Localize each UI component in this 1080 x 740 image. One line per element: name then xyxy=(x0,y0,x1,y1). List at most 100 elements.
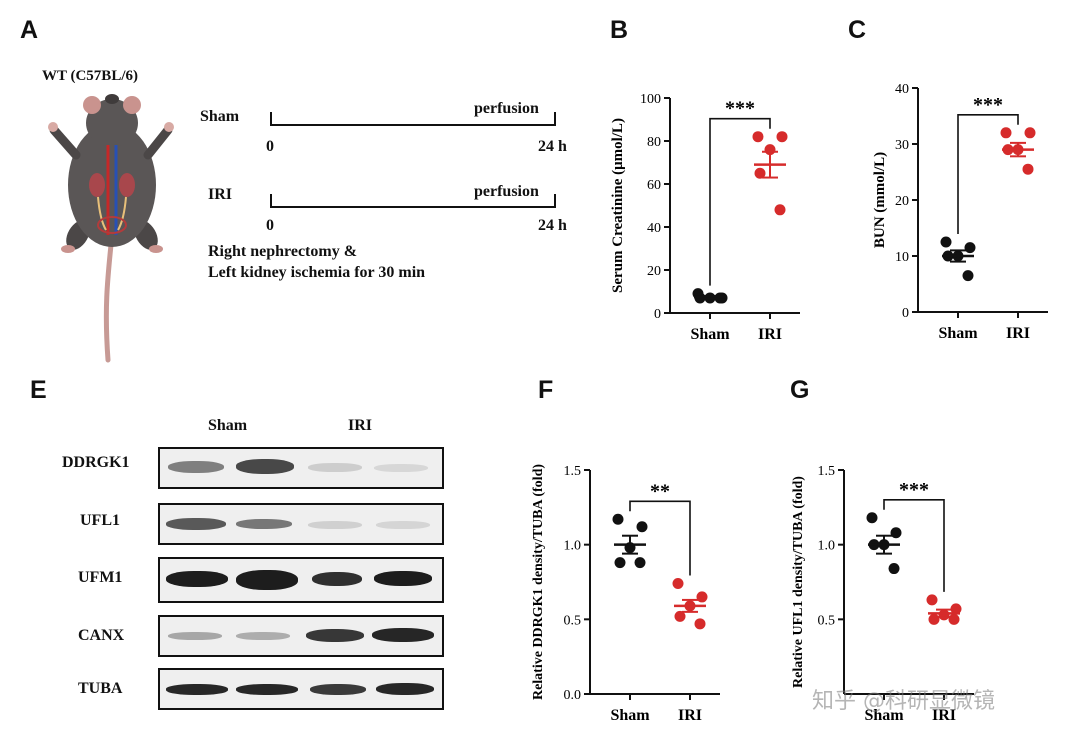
bun-chart: 0 10 20 30 40 BUN (mmol/L) Sham IRI *** xyxy=(872,82,1048,342)
y-tick-label: 1.5 xyxy=(564,464,582,479)
data-point xyxy=(754,167,766,179)
significance-bracket xyxy=(629,500,691,576)
y-tick-label: 10 xyxy=(895,250,909,265)
y-tick-label: 40 xyxy=(647,221,661,236)
significance-marker: ** xyxy=(650,480,670,502)
chart-plot-area: 0 10 20 30 40 BUN (mmol/L) Sham IRI *** xyxy=(872,82,1048,342)
iri-end-label: 24 h xyxy=(538,217,567,234)
y-tick-label: 0.5 xyxy=(818,613,836,628)
blot-ddrgk1 xyxy=(158,447,444,489)
blot-row-label: CANX xyxy=(78,627,125,644)
x-tick-label: Sham xyxy=(690,326,730,343)
y-axis-label: Relative UFL1 density/TUBA (fold) xyxy=(791,476,806,688)
data-point xyxy=(614,557,626,569)
x-tick-label: IRI xyxy=(678,707,702,724)
y-tick-label: 40 xyxy=(895,82,909,97)
sham-end-label: 24 h xyxy=(538,138,567,155)
significance-marker: *** xyxy=(725,98,755,120)
blot-row-label: DDRGK1 xyxy=(62,454,130,471)
x-tick-label: Sham xyxy=(610,707,650,724)
sham-timeline xyxy=(270,112,556,126)
chart-plot-area: 0.0 0.5 1.0 1.5 Relative DDRGK1 density/TUBA… xyxy=(531,464,720,724)
data-point xyxy=(694,618,706,630)
serum-creatinine-chart: 0 20 40 60 80 100 Serum Creatinine (μmol/L) Sha… xyxy=(610,92,800,343)
data-point xyxy=(890,527,902,539)
y-tick-label: 0 xyxy=(902,306,909,321)
y-tick-label: 100 xyxy=(640,92,661,107)
data-point xyxy=(1000,127,1012,139)
data-point xyxy=(866,512,878,524)
y-tick-label: 0.5 xyxy=(564,613,582,628)
y-tick-label: 1.0 xyxy=(564,539,582,554)
panel-label-g: G xyxy=(790,376,810,404)
panel-label-e: E xyxy=(30,376,47,404)
data-point xyxy=(926,594,938,606)
iri-perfusion-label: perfusion xyxy=(474,183,539,200)
y-axis-label: Relative DDRGK1 density/TUBA (fold) xyxy=(531,464,546,700)
y-tick-label: 20 xyxy=(895,194,909,209)
iri-timeline xyxy=(270,194,556,208)
blot-group-sham: Sham xyxy=(208,417,248,434)
blot-row-label: TUBA xyxy=(78,680,123,697)
blot-row-label: UFM1 xyxy=(78,569,123,586)
sham-timeline-label: Sham xyxy=(200,108,240,125)
x-tick-label: IRI xyxy=(758,326,782,343)
y-axis-label: Serum Creatinine (μmol/L) xyxy=(610,118,626,293)
significance-bracket xyxy=(883,498,945,592)
data-point xyxy=(928,613,940,625)
data-point xyxy=(636,521,648,533)
data-point xyxy=(674,610,686,622)
data-point xyxy=(752,131,764,143)
data-point xyxy=(1022,163,1034,175)
watermark-text: 知乎 @科研显微镜 xyxy=(812,689,995,714)
significance-bracket xyxy=(709,117,771,286)
data-point xyxy=(696,591,708,603)
data-point xyxy=(948,613,960,625)
mouse-illustration xyxy=(48,94,174,363)
blot-canx xyxy=(158,615,444,657)
data-point xyxy=(962,270,974,282)
ddrgk1-density-chart: 0.0 0.5 1.0 1.5 Relative DDRGK1 density/TUBA… xyxy=(531,464,720,724)
panel-label-f: F xyxy=(538,376,554,404)
blot-tuba xyxy=(158,668,444,710)
ufl1-density-chart: 0.5 1.0 1.5 Relative UFL1 density/TUBA (fol… xyxy=(791,464,974,724)
significance-marker: *** xyxy=(899,479,929,501)
y-axis-label: BUN (mmol/L) xyxy=(872,152,888,248)
y-tick-label: 30 xyxy=(895,138,909,153)
y-tick-label: 20 xyxy=(647,264,661,279)
surgery-note-line1: Right nephrectomy & xyxy=(208,243,358,260)
surgery-note-line2: Left kidney ischemia for 30 min xyxy=(208,264,426,281)
sham-perfusion-label: perfusion xyxy=(474,100,539,117)
data-point xyxy=(612,513,624,525)
chart-plot-area: 0.5 1.0 1.5 Relative UFL1 density/TUBA (fol… xyxy=(791,464,974,724)
blot-row-label: UFL1 xyxy=(80,512,120,529)
sham-start-label: 0 xyxy=(266,138,274,155)
panel-label-a: A xyxy=(20,16,39,44)
y-tick-label: 60 xyxy=(647,178,661,193)
blot-ufl1 xyxy=(158,503,444,545)
data-point xyxy=(672,577,684,589)
mouse-strain-label: WT (C57BL/6) xyxy=(42,68,138,84)
significance-marker: *** xyxy=(973,94,1003,116)
data-point xyxy=(776,131,788,143)
y-tick-label: 0 xyxy=(654,307,661,322)
blot-group-iri: IRI xyxy=(348,417,373,434)
x-tick-label: Sham xyxy=(864,707,904,724)
blot-ufm1 xyxy=(158,557,444,603)
data-point xyxy=(940,236,952,248)
data-point xyxy=(888,563,900,575)
x-tick-label: IRI xyxy=(1006,325,1030,342)
x-tick-label: IRI xyxy=(932,707,956,724)
data-point xyxy=(1024,127,1036,139)
data-point xyxy=(634,557,646,569)
iri-start-label: 0 xyxy=(266,217,274,234)
y-tick-label: 80 xyxy=(647,135,661,150)
y-tick-label: 1.0 xyxy=(818,539,836,554)
significance-bracket xyxy=(957,114,1019,234)
data-point xyxy=(950,603,962,615)
panel-label-c: C xyxy=(848,16,867,44)
x-tick-label: Sham xyxy=(938,325,978,342)
data-point xyxy=(774,204,786,216)
chart-plot-area: 0 20 40 60 80 100 Serum Creatinine (μmol/L) Sha… xyxy=(610,92,800,343)
data-point xyxy=(964,242,976,254)
